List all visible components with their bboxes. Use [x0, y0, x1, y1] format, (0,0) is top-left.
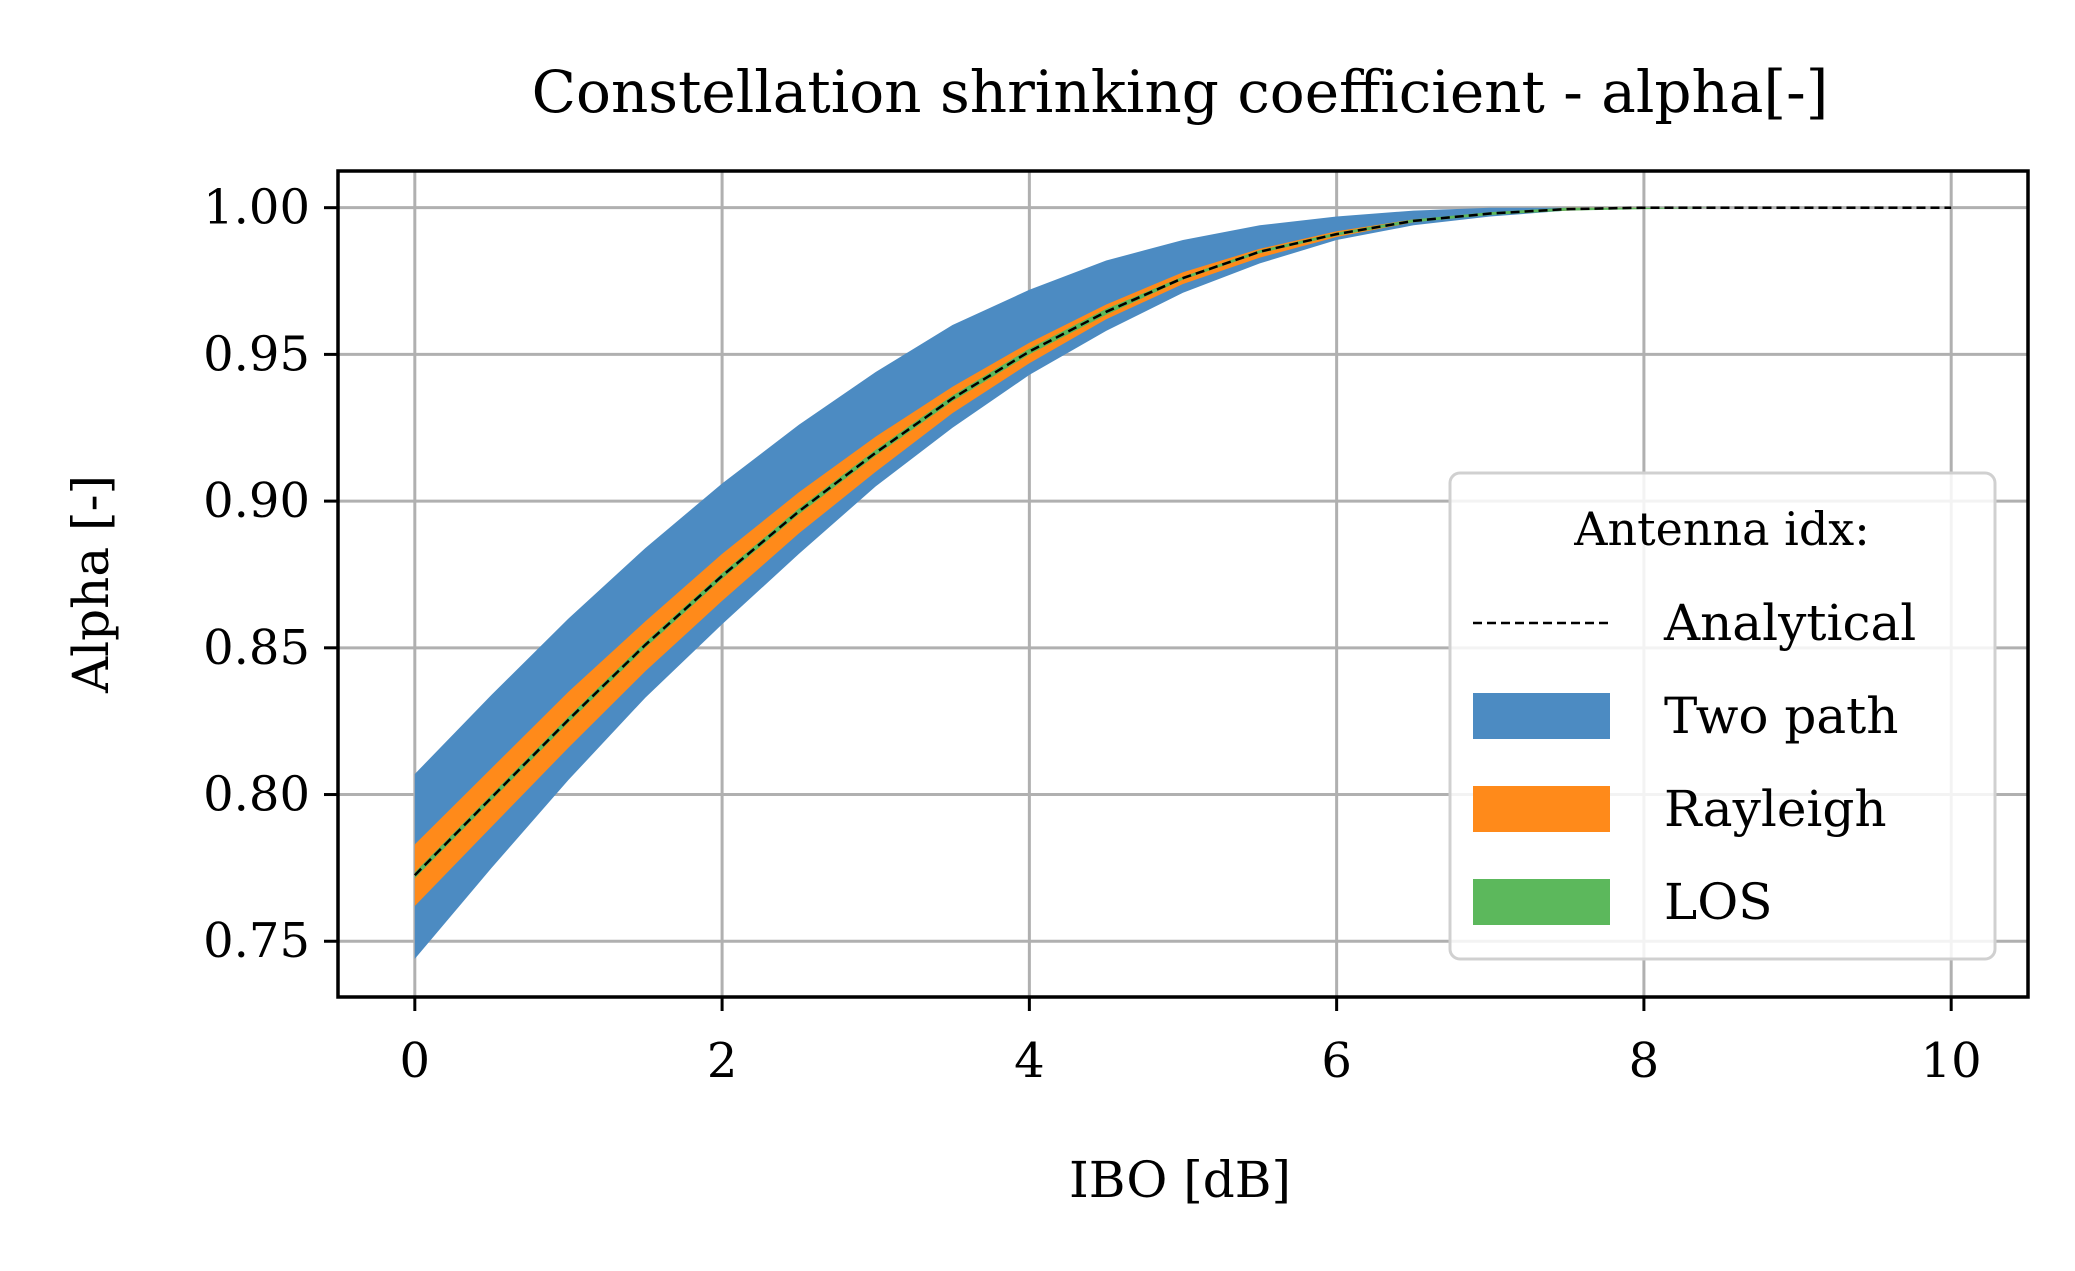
legend-label-two-path: Two path	[1664, 687, 1898, 745]
band-rayleigh	[414, 207, 1952, 906]
x-axis-ticks: 0 2 4 6 8 10	[400, 997, 1982, 1089]
legend-swatch-los	[1473, 879, 1610, 925]
x-tick-label: 2	[707, 1033, 738, 1089]
legend-label-los: LOS	[1664, 873, 1772, 931]
x-tick-label: 10	[1921, 1033, 1982, 1089]
y-axis-ticks: 0.75 0.80 0.85 0.90 0.95 1.00	[203, 180, 338, 969]
legend-box	[1448, 471, 1997, 961]
x-axis-label: IBO [dB]	[1069, 1151, 1291, 1209]
legend-swatch-rayleigh	[1473, 786, 1610, 832]
y-tick-label: 0.90	[203, 473, 310, 529]
x-tick-label: 6	[1321, 1033, 1352, 1089]
chart-title: Constellation shrinking coefficient - al…	[532, 58, 1829, 126]
legend-label-rayleigh: Rayleigh	[1664, 780, 1887, 838]
y-axis-label: Alpha [-]	[62, 475, 120, 694]
legend-label-analytical: Analytical	[1663, 594, 1916, 652]
y-tick-label: 1.00	[203, 180, 310, 236]
plot-frame	[336, 169, 2030, 999]
y-tick-label: 0.75	[203, 913, 310, 969]
x-tick-label: 0	[400, 1033, 431, 1089]
series-lines	[413, 206, 1952, 877]
series-bands	[414, 207, 1952, 959]
y-tick-label: 0.95	[203, 326, 310, 382]
legend-title: Antenna idx:	[1573, 502, 1869, 556]
x-tick-label: 4	[1014, 1033, 1045, 1089]
legend: Antenna idx: Analytical Two path Rayleigh L…	[1448, 471, 1997, 961]
line-analytical	[413, 206, 1952, 877]
y-tick-label: 0.85	[203, 620, 310, 676]
x-tick-label: 8	[1629, 1033, 1660, 1089]
y-tick-label: 0.80	[203, 767, 310, 823]
legend-swatch-two-path	[1473, 693, 1610, 739]
